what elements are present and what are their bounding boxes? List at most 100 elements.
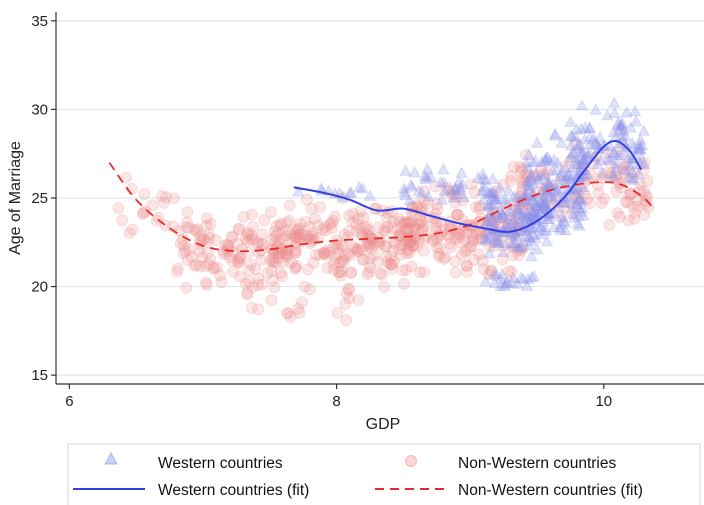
data-point-non-western <box>232 222 245 235</box>
data-point-western <box>397 182 411 194</box>
data-point-western <box>577 153 590 165</box>
data-point-western <box>637 157 650 169</box>
data-point-non-western <box>503 208 516 221</box>
data-point-western <box>511 189 524 201</box>
data-point-western <box>581 168 594 180</box>
data-point-non-western <box>268 281 281 294</box>
data-point-non-western <box>427 233 440 246</box>
data-point-non-western <box>281 250 294 263</box>
data-point-non-western <box>586 169 598 182</box>
data-point-non-western <box>558 201 570 214</box>
data-point-western <box>571 183 585 195</box>
data-point-western <box>607 146 621 159</box>
x-tick-label: 10 <box>595 393 612 410</box>
data-point-non-western <box>402 242 415 255</box>
data-point-non-western <box>555 210 568 223</box>
data-point-non-western <box>363 252 376 265</box>
data-point-non-western <box>572 194 585 207</box>
data-point-western <box>607 125 620 137</box>
y-tick-label: 35 <box>31 13 48 30</box>
data-point-non-western <box>327 263 340 276</box>
data-point-western <box>450 187 463 199</box>
data-point-non-western <box>357 253 370 266</box>
data-point-non-western <box>191 223 204 236</box>
data-point-western <box>507 190 521 202</box>
legend-label-nonwestern-fit: Non-Western countries (fit) <box>458 482 643 499</box>
data-point-non-western <box>639 195 652 208</box>
data-point-non-western <box>292 228 305 241</box>
data-point-western <box>614 118 628 131</box>
data-point-non-western <box>388 255 401 268</box>
data-point-western <box>635 152 648 164</box>
data-point-non-western <box>461 259 473 272</box>
data-point-western <box>526 204 539 216</box>
data-point-non-western <box>626 171 638 184</box>
data-point-non-western <box>638 163 650 176</box>
data-point-western <box>488 276 501 288</box>
data-point-non-western <box>522 171 535 183</box>
data-point-non-western <box>449 233 462 245</box>
gridlines <box>56 20 704 376</box>
data-point-western <box>292 185 305 197</box>
data-point-western <box>576 194 589 206</box>
data-point-non-western <box>540 192 553 205</box>
data-point-western <box>424 170 437 182</box>
data-point-western <box>344 186 357 199</box>
data-point-non-western <box>592 186 605 199</box>
data-point-non-western <box>272 237 285 250</box>
data-point-non-western <box>515 176 528 189</box>
data-point-non-western <box>290 246 303 259</box>
data-point-western <box>554 223 567 235</box>
data-point-non-western <box>441 181 454 194</box>
data-point-non-western <box>347 241 360 254</box>
data-point-western <box>546 177 560 189</box>
legend-label-nonwestern: Non-Western countries <box>458 455 616 472</box>
data-point-western <box>554 166 568 179</box>
data-point-non-western <box>497 239 509 252</box>
data-point-non-western <box>403 246 416 259</box>
data-point-western <box>622 170 635 182</box>
data-point-non-western <box>344 249 356 262</box>
data-point-non-western <box>396 226 409 239</box>
data-point-western <box>525 168 538 180</box>
data-point-western <box>608 106 621 118</box>
data-point-non-western <box>355 243 368 256</box>
data-point-non-western <box>246 281 259 294</box>
data-point-western <box>559 224 572 236</box>
data-point-western <box>479 173 492 186</box>
data-point-non-western <box>433 250 446 263</box>
data-point-non-western <box>178 239 191 252</box>
legend: Western countries Non-Western countries … <box>67 443 701 505</box>
data-point-non-western <box>610 171 622 184</box>
data-point-western <box>527 269 540 282</box>
data-point-non-western <box>387 215 400 228</box>
data-point-non-western <box>461 244 474 257</box>
data-point-western <box>612 115 625 128</box>
data-point-western <box>523 230 536 242</box>
data-point-non-western <box>637 185 650 198</box>
data-point-non-western <box>279 224 292 237</box>
data-point-western <box>483 187 496 199</box>
data-point-non-western <box>418 185 431 198</box>
data-point-non-western <box>335 265 348 278</box>
data-point-western <box>613 121 627 133</box>
data-point-non-western <box>568 189 580 202</box>
data-point-western <box>512 204 526 216</box>
data-point-non-western <box>504 213 517 226</box>
data-point-western <box>575 122 588 134</box>
data-point-non-western <box>312 231 325 244</box>
data-point-non-western <box>455 248 468 261</box>
data-point-non-western <box>183 243 195 256</box>
data-point-non-western <box>352 212 365 225</box>
data-point-non-western <box>255 228 268 241</box>
data-point-non-western <box>177 247 190 260</box>
data-point-non-western <box>190 259 203 271</box>
data-point-western <box>610 161 623 173</box>
data-point-western <box>529 231 542 244</box>
data-point-western <box>527 228 541 240</box>
data-point-non-western <box>337 239 350 252</box>
data-point-non-western <box>310 248 323 261</box>
data-point-non-western <box>475 232 488 245</box>
data-point-western <box>550 163 563 175</box>
data-point-non-western <box>347 216 360 229</box>
